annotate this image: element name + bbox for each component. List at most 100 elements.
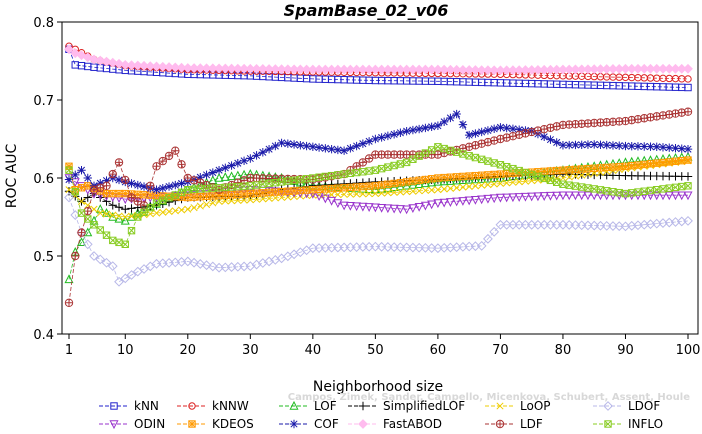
point-odin — [402, 205, 412, 215]
point-cof — [171, 180, 180, 190]
point-inflo — [127, 226, 136, 235]
point-odin — [545, 191, 555, 201]
point-odin — [558, 191, 568, 201]
point-cof — [339, 146, 349, 155]
point-fastabod — [82, 52, 93, 63]
point-cof — [546, 135, 555, 144]
point-kdeos — [540, 167, 548, 176]
point-ldf — [171, 146, 180, 155]
point-kdeos — [571, 165, 580, 174]
point-fastabod — [264, 64, 274, 74]
point-kdeos — [102, 189, 111, 198]
point-inflo — [496, 161, 505, 169]
point-ldf — [364, 154, 374, 163]
point-loop — [484, 181, 492, 189]
point-loop — [165, 207, 173, 216]
point-ldof — [95, 254, 106, 265]
point-ldf — [358, 158, 368, 167]
point-kdeos — [77, 184, 86, 192]
point-ldf — [483, 137, 493, 147]
y-tick-label: 0.5 — [33, 250, 54, 265]
point-ldof — [107, 261, 118, 272]
point-cof — [77, 166, 86, 175]
series-inflo — [65, 143, 692, 249]
point-cof — [352, 141, 361, 151]
point-odin — [389, 204, 399, 214]
point-ldf — [133, 197, 142, 206]
point-cof — [346, 144, 355, 153]
point-odin — [439, 198, 449, 208]
point-cof — [102, 176, 111, 185]
point-ldf — [546, 123, 555, 132]
point-simplifiedlof — [127, 204, 136, 213]
point-cof — [427, 122, 436, 132]
point-loop — [228, 197, 236, 205]
point-inflo — [603, 187, 611, 195]
point-fastabod — [489, 65, 500, 76]
point-lof — [208, 175, 218, 185]
point-ldof — [189, 257, 199, 268]
series-line-ldof — [68, 197, 689, 283]
legend-label: LoOP — [520, 399, 551, 413]
point-kdeos — [427, 175, 436, 183]
point-fastabod — [176, 62, 187, 73]
point-loop — [490, 180, 498, 188]
point-lof — [227, 171, 237, 181]
x-tick-label: 50 — [367, 343, 384, 358]
point-kdeos — [621, 162, 630, 171]
point-kdeos — [552, 166, 561, 175]
point-kdeos — [421, 175, 430, 184]
point-kdeos — [109, 189, 117, 198]
point-kdeos — [609, 163, 617, 171]
point-kdeos — [252, 189, 261, 197]
point-cof — [302, 141, 311, 151]
point-kdeos — [271, 188, 280, 196]
x-tick-label: 1 — [65, 343, 73, 358]
point-cof — [214, 166, 224, 175]
point-kdeos — [678, 156, 686, 165]
point-odin — [433, 199, 443, 209]
chart-marks — [64, 42, 693, 307]
point-ldof — [182, 256, 193, 267]
point-cof — [177, 179, 186, 188]
point-cof — [289, 140, 299, 149]
point-cof — [658, 143, 668, 152]
point-cof — [321, 144, 330, 153]
point-odin — [527, 192, 537, 202]
point-inflo — [134, 213, 142, 221]
point-odin — [452, 197, 462, 207]
point-cof — [252, 151, 261, 160]
point-ldof — [89, 251, 99, 261]
point-loop — [478, 181, 486, 189]
point-loop — [471, 182, 479, 190]
point-cof — [389, 130, 399, 139]
point-ldof — [101, 257, 112, 268]
point-kdeos — [146, 191, 154, 199]
point-cof — [471, 129, 480, 138]
point-loop — [390, 188, 398, 196]
point-simplifiedlof — [114, 203, 124, 212]
series-fastabod — [64, 44, 693, 76]
point-loop — [340, 190, 348, 198]
point-kdeos — [209, 192, 217, 200]
point-odin — [339, 201, 349, 211]
point-odin — [395, 205, 405, 214]
point-simplifiedlof — [121, 205, 130, 214]
legend-item-cof: COF — [279, 417, 339, 431]
point-ldof — [376, 241, 387, 252]
point-ldf — [633, 114, 643, 124]
point-ldf — [152, 162, 161, 171]
point-fastabod — [239, 63, 249, 74]
point-fastabod — [257, 64, 268, 74]
point-ldf — [114, 158, 124, 167]
point-cof — [152, 185, 161, 194]
point-cof — [683, 144, 693, 154]
point-loop — [371, 190, 379, 198]
point-odin — [539, 192, 549, 201]
point-odin — [352, 202, 362, 212]
point-ldf — [64, 298, 74, 307]
point-loop — [415, 187, 423, 195]
point-fastabod — [95, 55, 106, 66]
point-fastabod — [207, 63, 218, 74]
